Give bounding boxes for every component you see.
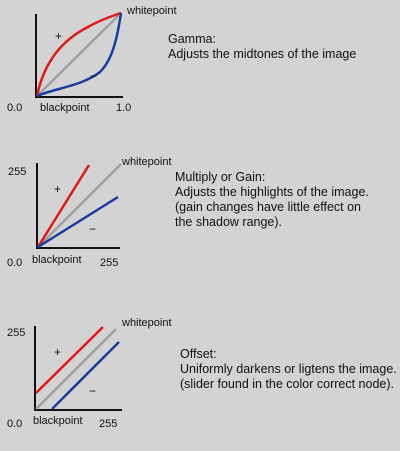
gamma-origin-label: 0.0 [7, 102, 22, 114]
gain-y-max-label: 255 [8, 166, 26, 178]
offset-whitepoint-label: whitepoint [121, 317, 172, 329]
gain-plus-label: + [54, 182, 61, 196]
offset-blackpoint-label: blackpoint [33, 415, 83, 427]
gamma-increase-curve [35, 11, 122, 97]
gain-decrease-line [37, 195, 119, 249]
offset-line-1: Uniformly darkens or ligtens the image. [180, 362, 397, 376]
gamma-whitepoint-label: whitepoint [126, 5, 177, 17]
gamma-plus-label: + [55, 29, 62, 43]
gain-minus-label: − [89, 222, 96, 236]
offset-graph: + − whitepoint blackpoint 0.0 255 255 [7, 317, 172, 430]
gain-line-2: (gain changes have little effect on [175, 200, 362, 214]
gain-increase-line [36, 164, 91, 248]
gamma-identity-line [36, 12, 122, 97]
gain-x-max-label: 255 [100, 257, 118, 269]
offset-origin-label: 0.0 [7, 418, 22, 430]
offset-title: Offset: [180, 347, 217, 361]
gamma-minus-label: − [90, 69, 97, 83]
offset-description: Offset: Uniformly darkens or ligtens the… [180, 347, 397, 392]
gain-origin-label: 0.0 [7, 257, 22, 269]
gain-line-3: the shadow range). [175, 215, 283, 229]
gain-identity-line [37, 163, 122, 248]
offset-line-2: (slider found in the color correct node)… [180, 377, 394, 391]
offset-identity-line [35, 328, 117, 410]
gamma-x-max-label: 1.0 [116, 102, 131, 114]
gamma-line-1: Adjusts the midtones of the image [168, 47, 357, 61]
gain-blackpoint-label: blackpoint [32, 254, 82, 266]
gamma-blackpoint-label: blackpoint [40, 102, 90, 114]
gamma-description: Gamma: Adjusts the midtones of the image [168, 32, 356, 62]
gamma-graph: + − whitepoint blackpoint 0.0 1.0 [7, 5, 177, 114]
gamma-decrease-curve [36, 12, 123, 98]
offset-plus-label: + [54, 345, 61, 359]
offset-x-max-label: 255 [99, 418, 117, 430]
gain-graph: + − whitepoint blackpoint 0.0 255 255 [7, 156, 172, 269]
offset-minus-label: − [89, 384, 96, 398]
offset-y-max-label: 255 [7, 327, 25, 339]
offset-increase-line [35, 326, 104, 394]
gamma-title: Gamma: [168, 32, 216, 46]
gain-description: Multiply or Gain: Adjusts the highlights… [175, 170, 369, 230]
gain-title: Multiply or Gain: [175, 170, 266, 184]
offset-decrease-line [51, 341, 120, 410]
gain-line-1: Adjusts the highlights of the image. [175, 185, 369, 199]
gain-whitepoint-label: whitepoint [121, 156, 172, 168]
